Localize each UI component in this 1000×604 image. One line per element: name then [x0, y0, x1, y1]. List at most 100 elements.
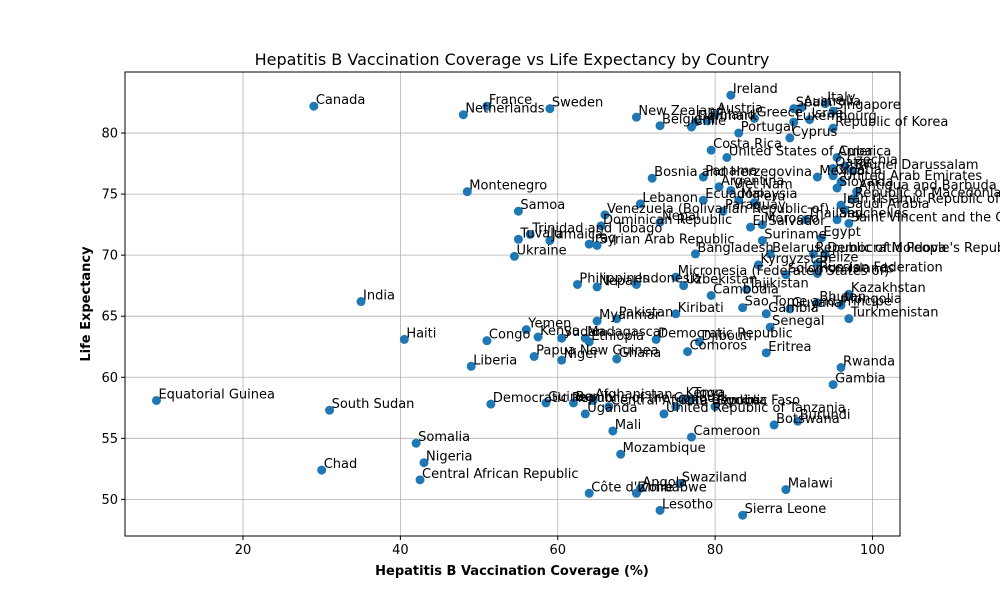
point-label: France: [489, 93, 532, 108]
point-label: Iraq: [591, 231, 616, 246]
data-point: [533, 332, 543, 342]
point-label: Iran (Islamic Republic of): [843, 192, 1000, 207]
data-point: [832, 183, 842, 193]
data-point: [151, 395, 161, 405]
data-point: [757, 220, 767, 230]
data-point: [808, 249, 818, 259]
data-point: [698, 172, 708, 182]
point-label: Ireland: [733, 82, 778, 97]
point-label: Cyprus: [792, 125, 838, 140]
data-point: [714, 182, 724, 192]
data-point: [832, 152, 842, 162]
data-point: [844, 314, 854, 324]
data-point: [631, 488, 641, 498]
data-points: [151, 90, 862, 520]
data-point: [812, 172, 822, 182]
point-label: Uganda: [587, 401, 637, 416]
data-point: [686, 394, 696, 404]
point-label: United States of America: [729, 144, 891, 159]
y-tick-label: 80: [101, 127, 118, 142]
data-point: [568, 398, 578, 408]
point-label: Niger: [564, 347, 600, 362]
point-label: Morocco: [764, 212, 818, 227]
data-point: [651, 334, 661, 344]
data-point: [584, 488, 594, 498]
point-label: Netherlands: [465, 102, 544, 117]
point-label: Mongolia: [843, 292, 902, 307]
point-label: Solomon Islands: [788, 262, 894, 277]
point-label: Montenegro: [469, 179, 547, 194]
point-label: Ghana: [619, 346, 662, 361]
point-label: Turkmenistan: [850, 306, 939, 321]
data-point: [616, 449, 626, 459]
data-point: [604, 402, 614, 412]
point-label: Syrian Arab Republic: [599, 232, 734, 247]
data-point: [820, 99, 830, 109]
point-label: Burkina Faso: [717, 394, 800, 409]
data-point: [734, 128, 744, 138]
data-point: [769, 420, 779, 430]
data-point: [655, 505, 665, 515]
point-label: Portugal: [741, 120, 795, 135]
point-label: Democratic Republic: [658, 326, 793, 341]
point-label: Democratic Republic of the Congo: [493, 391, 715, 406]
data-point: [828, 380, 838, 390]
point-label: Dominican Republic: [603, 213, 732, 228]
data-point: [805, 115, 815, 125]
data-point: [749, 198, 759, 208]
y-tick-label: 60: [101, 371, 118, 386]
x-axis-label: Hepatitis B Vaccination Coverage (%): [375, 564, 649, 579]
point-label: Egypt: [823, 225, 861, 240]
point-label: Kenya: [540, 324, 580, 339]
data-point: [753, 260, 763, 270]
y-tick-label: 55: [101, 432, 118, 447]
data-point: [325, 405, 335, 415]
data-point: [655, 121, 665, 131]
data-point: [309, 101, 319, 111]
point-label: Croatia: [835, 163, 882, 178]
point-label: Cambodia: [713, 282, 779, 297]
data-point: [411, 438, 421, 448]
data-point: [746, 222, 756, 232]
point-label: Benin: [575, 390, 612, 405]
point-label: Samoa: [520, 198, 565, 213]
data-point: [848, 194, 858, 204]
data-point: [706, 145, 716, 155]
point-label: Jamaica: [551, 228, 603, 243]
point-label: Saudi Arabia: [847, 197, 930, 212]
point-label: Uzbekistan: [686, 273, 758, 288]
point-label: Nepal: [599, 274, 637, 289]
data-point: [679, 281, 689, 291]
data-point: [789, 117, 799, 127]
data-point: [521, 325, 531, 335]
data-point: [513, 234, 523, 244]
data-point: [608, 426, 618, 436]
point-label: Sierra Leone: [745, 502, 827, 517]
point-label: Seychelles: [839, 207, 909, 222]
point-label: Lebanon: [642, 191, 698, 206]
point-label: Argentina: [721, 174, 784, 189]
data-point: [580, 409, 590, 419]
point-label: Belize: [819, 251, 858, 266]
data-point: [415, 475, 425, 485]
point-label: Democratic People's Republic of Korea: [827, 241, 1000, 256]
data-point: [462, 187, 472, 197]
data-point: [557, 355, 567, 365]
point-label: Liberia: [473, 353, 517, 368]
point-label: Kiribati: [678, 301, 724, 316]
point-label: Finland: [709, 108, 755, 123]
point-label: Malawi: [788, 477, 833, 492]
point-label: Gambia: [835, 372, 886, 387]
data-point: [757, 236, 767, 246]
data-point: [635, 199, 645, 209]
point-label: Russian Federation: [819, 260, 942, 275]
point-label: Haiti: [406, 326, 436, 341]
point-label: Kazakhstan: [851, 281, 926, 296]
point-label: Tajikistan: [748, 276, 809, 291]
data-point: [765, 322, 775, 332]
axis-ticks: 20 40 60 80 100 50 55 60 65 70 75 80: [101, 127, 884, 558]
point-label: El Salvador: [753, 214, 827, 229]
data-point: [828, 163, 838, 173]
data-point: [761, 309, 771, 319]
